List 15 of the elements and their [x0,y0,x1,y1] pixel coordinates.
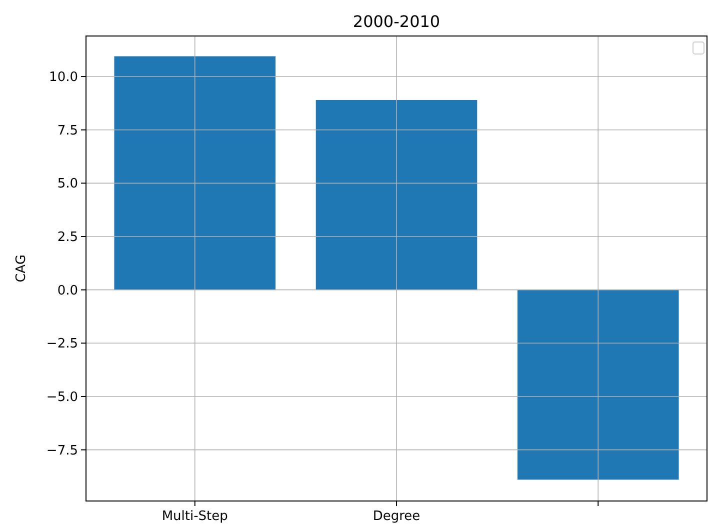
y-tick-label: −5.0 [46,390,78,406]
y-tick-label: 7.5 [57,123,78,138]
y-tick-label: 0.0 [57,283,78,298]
bar [517,290,679,480]
y-tick-label: −2.5 [46,336,78,352]
bar [316,100,478,290]
y-tick-label: 2.5 [57,230,78,246]
y-tick-label: 5.0 [57,176,78,192]
chart-title: 2000-2010 [352,12,440,31]
y-tick-label: −7.5 [46,443,78,458]
bar [114,56,276,290]
y-axis-title: CAG [14,254,29,282]
x-tick-label: Multi-Step [162,509,228,524]
x-tick-label: Degree [372,509,420,524]
y-tick-label: 10.0 [49,70,78,86]
